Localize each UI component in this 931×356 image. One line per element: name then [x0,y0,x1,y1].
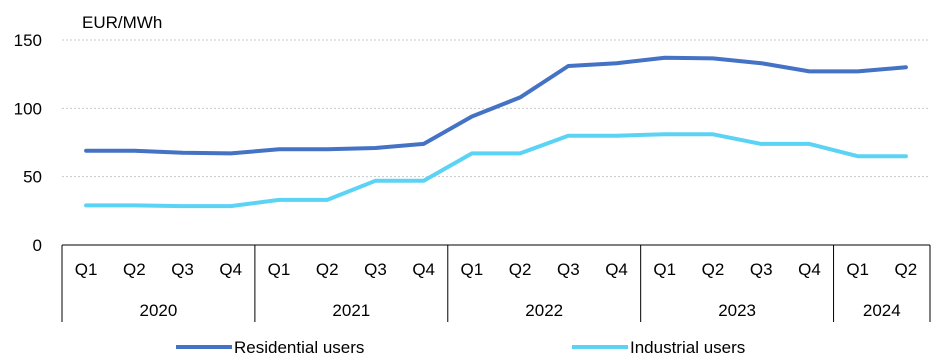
x-tick-label-4: Q1 [268,260,291,279]
x-tick-label-3: Q4 [219,260,242,279]
x-tick-label-5: Q2 [316,260,339,279]
y-tick-label-50: 50 [23,168,42,187]
legend: Residential users Industrial users [176,338,745,356]
x-tick-label-17: Q2 [895,260,918,279]
y-tick-label-100: 100 [14,99,42,118]
legend-label-1: Industrial users [630,338,745,356]
x-tick-label-0: Q1 [75,260,98,279]
y-tick-label-0: 0 [33,236,42,255]
x-tick-label-15: Q4 [798,260,821,279]
year-label-2024: 2024 [863,301,901,320]
x-tick-label-2: Q3 [171,260,194,279]
x-tick-label-6: Q3 [364,260,387,279]
year-label-2023: 2023 [718,301,756,320]
year-label-2022: 2022 [525,301,563,320]
x-axis: 2020 2021 2022 2023 2024 Q1 Q2 Q3 Q4 Q1 Q2 Q3 Q4 Q1 Q2… [61,244,931,322]
x-tick-label-12: Q1 [653,260,676,279]
x-tick-label-10: Q3 [557,260,580,279]
series-lines [84,55,908,209]
x-tick-label-14: Q3 [750,260,773,279]
year-label-2021: 2021 [332,301,370,320]
x-tick-label-13: Q2 [702,260,725,279]
y-axis-unit-label: EUR/MWh [82,13,162,32]
x-tick-label-11: Q4 [605,260,628,279]
y-tick-label-150: 150 [14,31,42,50]
x-tick-label-9: Q2 [509,260,532,279]
x-tick-label-1: Q2 [123,260,146,279]
x-tick-label-16: Q1 [846,260,869,279]
legend-label-0: Residential users [234,338,364,356]
series-line-0 [84,55,908,156]
year-label-2020: 2020 [140,301,178,320]
x-tick-label-7: Q4 [412,260,435,279]
series-line-1 [84,132,908,209]
x-tick-label-8: Q1 [461,260,484,279]
y-axis-tick-labels: 0 50 100 150 [14,31,42,255]
